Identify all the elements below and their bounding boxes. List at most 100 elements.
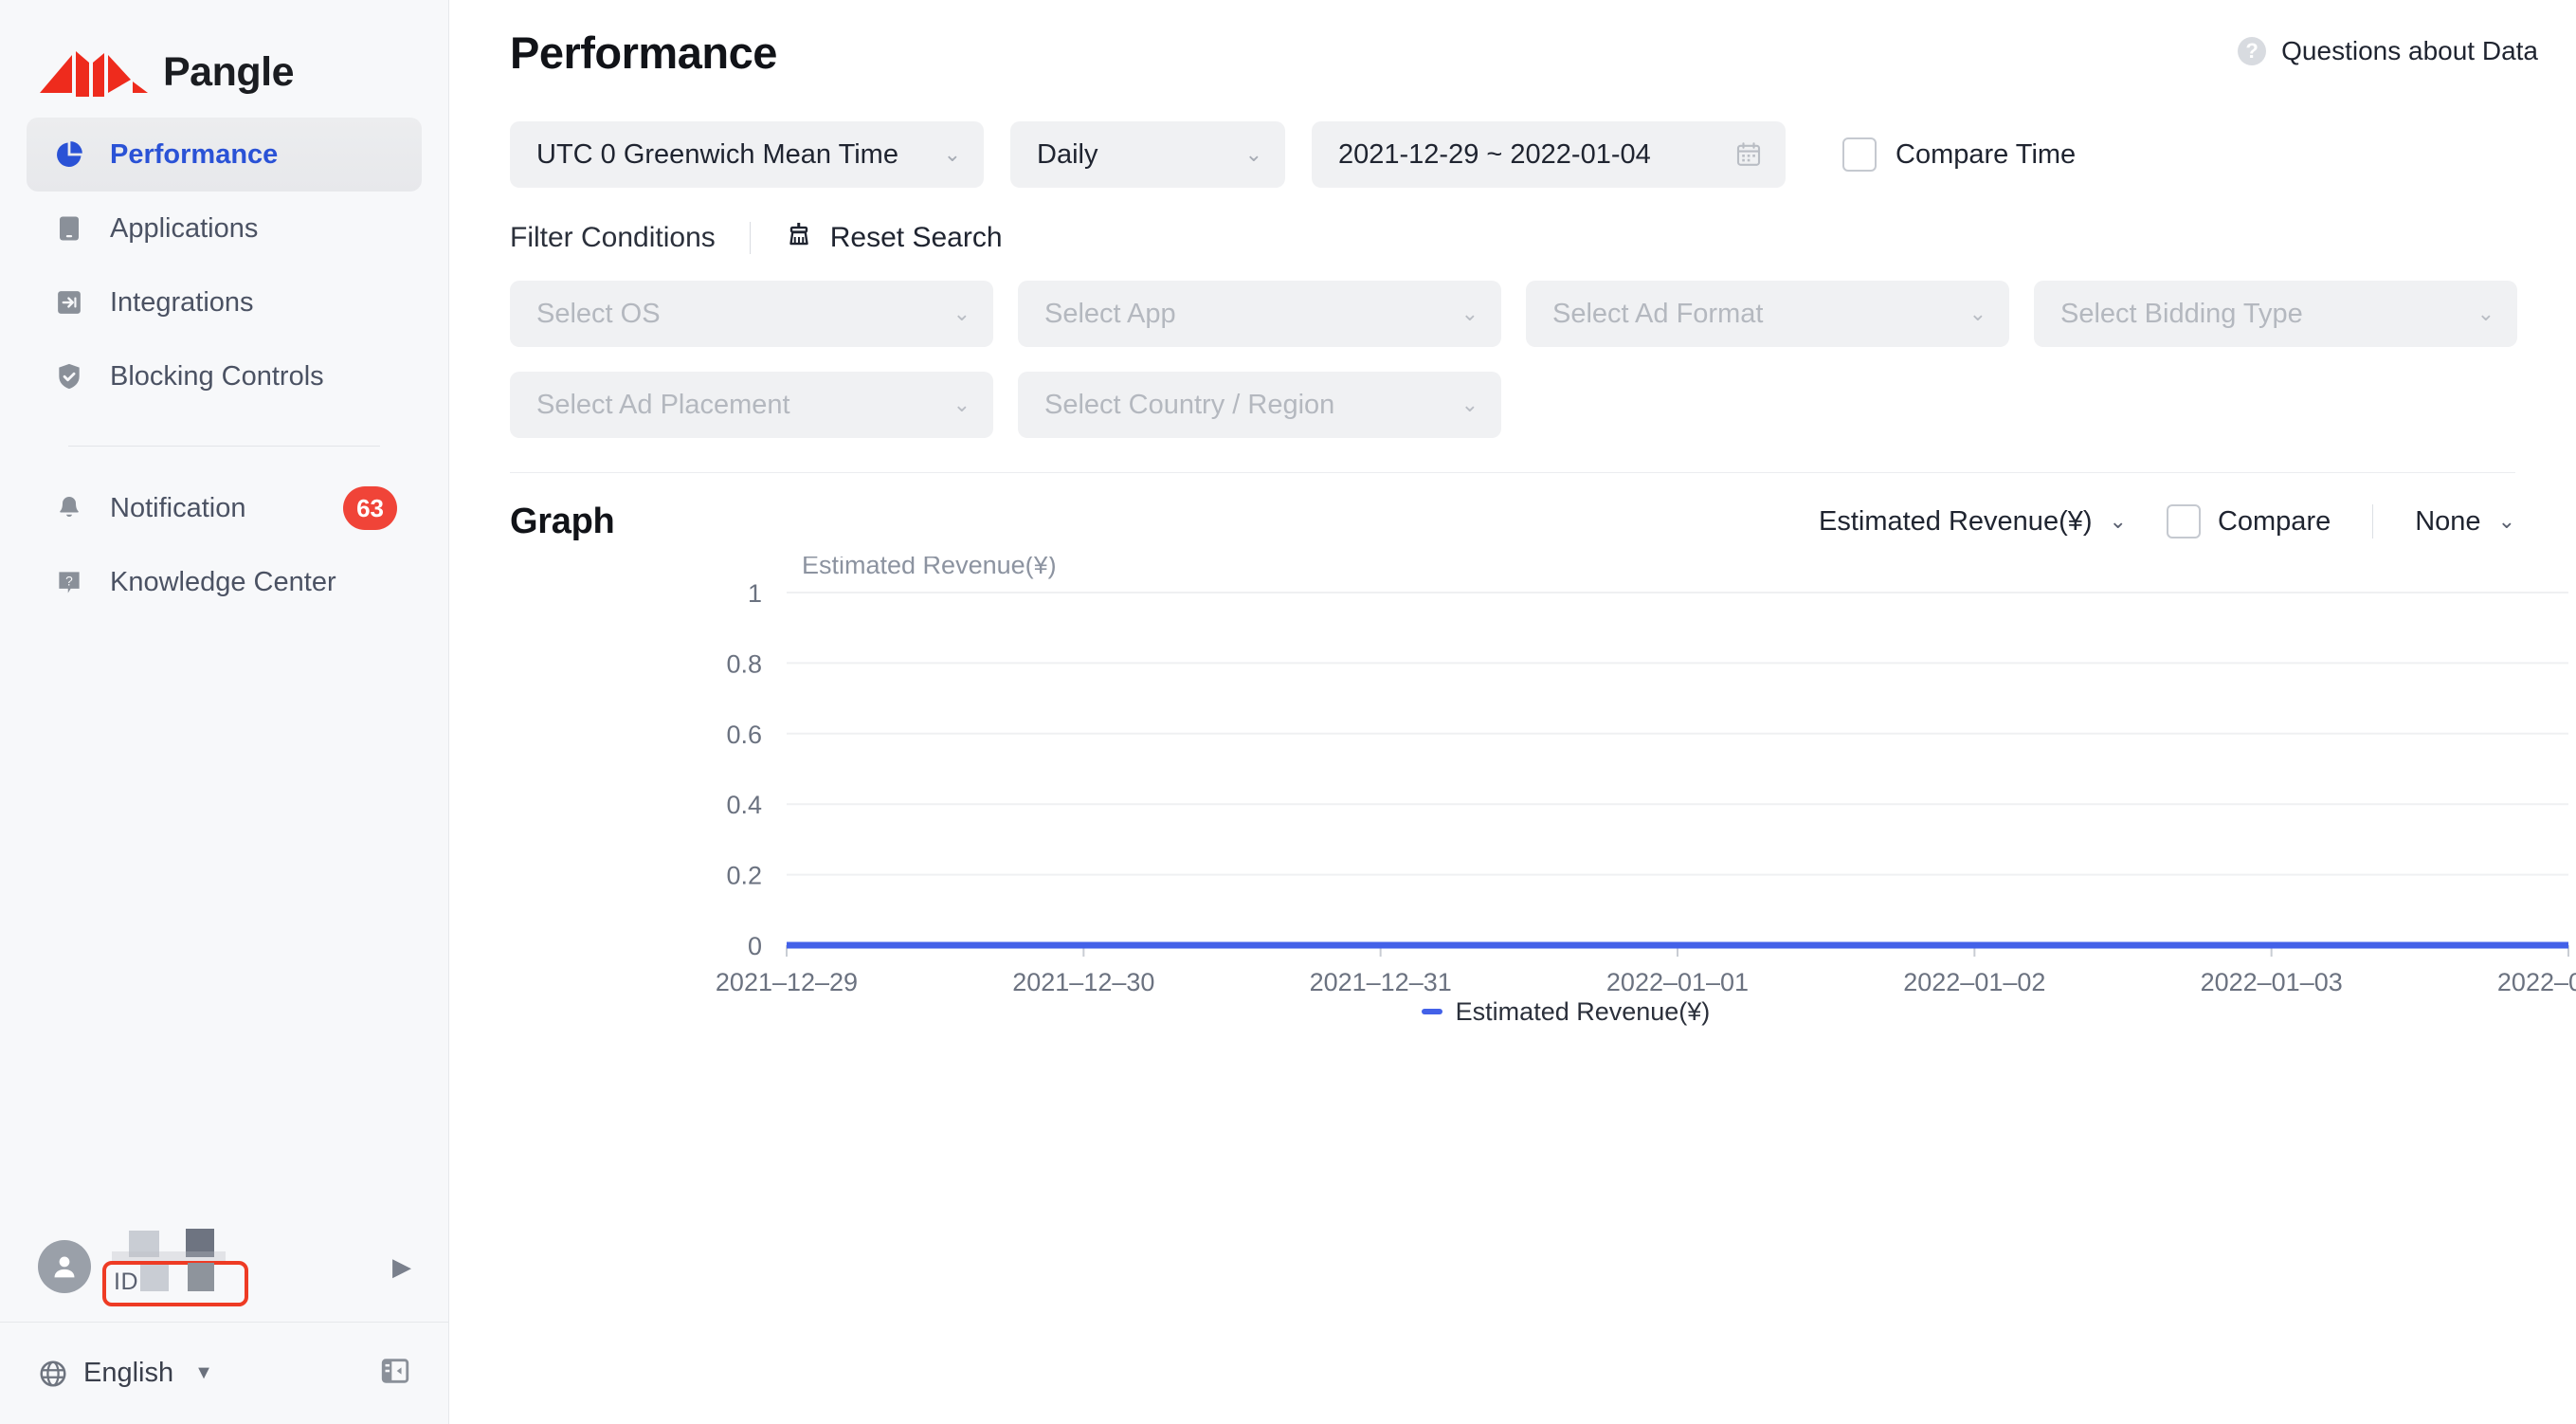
svg-text:2021–12–30: 2021–12–30 [1012,968,1154,996]
sidebar-item-label: Performance [110,138,279,170]
sidebar-item-blocking-controls[interactable]: Blocking Controls [27,339,422,413]
legend-label: Estimated Revenue(¥) [1455,996,1711,1026]
sidebar-item-label: Blocking Controls [110,360,324,392]
questions-about-data-link[interactable]: ? Questions about Data [2238,30,2538,66]
section-divider [510,472,2515,473]
svg-text:0.8: 0.8 [726,649,762,678]
account-row[interactable]: ID: ▶ [0,1211,449,1323]
date-range-picker[interactable]: 2021-12-29 ~ 2022-01-04 [1312,121,1786,188]
select-placeholder: Select Ad Format [1552,298,1764,329]
chevron-down-icon: ⌄ [1968,301,1986,325]
checkbox-box[interactable] [1842,137,1877,172]
chevron-down-icon: ⌄ [1460,393,1478,416]
avatar [38,1239,91,1293]
svg-text:2021–12–29: 2021–12–29 [716,968,858,996]
chart-legend: Estimated Revenue(¥) [502,993,2576,1031]
graph-compare-label: Compare [2217,505,2331,537]
calendar-icon [1712,140,1763,169]
graph-controls: Estimated Revenue(¥) ⌄ Compare None ⌄ [1819,504,2515,539]
select-placeholder: Select OS [536,298,661,329]
svg-text:Estimated Revenue(¥): Estimated Revenue(¥) [802,557,1057,579]
sidebar-collapse-icon[interactable] [379,1355,411,1392]
svg-text:?: ? [65,574,73,588]
select-placeholder: Select Ad Placement [536,389,790,420]
select-bidding-type[interactable]: Select Bidding Type ⌄ [2034,281,2517,347]
page-header: Performance ? Questions about Data [449,0,2576,95]
compare-time-checkbox[interactable]: Compare Time [1842,137,2076,172]
sidebar: Pangle Performance [0,0,449,1424]
brand-logo[interactable]: Pangle [0,0,448,112]
chevron-down-icon: ⌄ [2476,301,2494,325]
svg-text:2022–01–04: 2022–01–04 [2497,968,2576,996]
select-placeholder: Select Country / Region [1044,389,1335,420]
graph-header: Graph Estimated Revenue(¥) ⌄ Compare Non… [449,473,2576,539]
date-range-value: 2021-12-29 ~ 2022-01-04 [1338,138,1651,170]
chart-canvas: Estimated Revenue(¥) 0 0.2 0.4 0.6 0.8 1 2021–1… [716,551,2576,996]
select-ad-format[interactable]: Select Ad Format ⌄ [1526,281,2009,347]
page-title: Performance [510,27,777,78]
select-placeholder: Select Bidding Type [2060,298,2303,329]
divider [749,222,751,254]
pie-chart-icon [51,137,87,173]
metric-value: Estimated Revenue(¥) [1818,505,2093,537]
id-highlight-box [102,1260,248,1306]
language-selector[interactable]: English ▼ [38,1358,213,1389]
chevron-down-icon: ⌄ [1460,301,1478,325]
sidebar-item-knowledge-center[interactable]: ? Knowledge Center [27,545,422,619]
svg-text:2022–01–01: 2022–01–01 [1606,968,1749,996]
checkbox-box[interactable] [2166,504,2201,539]
select-os[interactable]: Select OS ⌄ [510,281,993,347]
reset-search-label: Reset Search [829,222,1003,253]
chevron-down-icon: ⌄ [943,142,961,166]
sidebar-nav: Performance Applications [0,118,448,619]
reset-search-button[interactable]: Reset Search [785,220,1003,256]
sidebar-item-notification[interactable]: Notification 63 [27,471,422,545]
chevron-down-icon: ⌄ [952,393,971,416]
sidebar-item-label: Integrations [110,286,254,318]
sidebar-item-label: Applications [110,212,259,244]
timezone-select[interactable]: UTC 0 Greenwich Mean Time ⌄ [510,121,984,188]
chevron-down-icon: ⌄ [952,301,971,325]
language-bar: English ▼ [0,1323,449,1424]
select-placeholder: Select App [1044,298,1176,329]
breakdown-select[interactable]: None ⌄ [2415,506,2515,538]
granularity-value: Daily [1037,138,1098,170]
sidebar-item-applications[interactable]: Applications [27,192,422,265]
notification-badge: 63 [343,486,397,530]
svg-text:0.6: 0.6 [726,721,762,749]
mobile-device-icon [51,210,87,246]
caret-right-icon[interactable]: ▶ [392,1251,411,1281]
chevron-down-icon: ⌄ [2109,509,2127,533]
svg-text:0.4: 0.4 [726,791,762,819]
graph-compare-checkbox[interactable]: Compare [2166,504,2331,539]
breakdown-value: None [2415,505,2481,537]
svg-text:1: 1 [748,579,762,608]
select-app[interactable]: Select App ⌄ [1018,281,1501,347]
select-country-region[interactable]: Select Country / Region ⌄ [1018,372,1501,438]
sidebar-item-label: Notification [110,492,246,523]
language-label: English [83,1358,174,1388]
chevron-down-icon: ⌄ [1244,142,1262,166]
timezone-value: UTC 0 Greenwich Mean Time [536,138,898,170]
svg-text:0: 0 [748,932,762,960]
caret-down-icon: ▼ [194,1362,213,1383]
question-bubble-icon: ? [51,564,87,600]
filter-select-grid: Select OS ⌄ Select App ⌄ Select Ad Forma… [449,256,2576,438]
broom-icon [785,220,813,256]
legend-swatch [1421,1009,1442,1014]
bell-icon [51,490,87,526]
sidebar-item-label: Knowledge Center [110,566,336,597]
globe-icon [40,1360,66,1387]
brand-name: Pangle [163,48,295,95]
toolbar: UTC 0 Greenwich Mean Time ⌄ Daily ⌄ 2021… [449,95,2576,188]
sidebar-item-performance[interactable]: Performance [27,118,422,192]
svg-text:0.2: 0.2 [726,862,762,890]
sidebar-item-integrations[interactable]: Integrations [27,265,422,339]
chevron-down-icon: ⌄ [2497,509,2515,533]
select-ad-placement[interactable]: Select Ad Placement ⌄ [510,372,993,438]
metric-select[interactable]: Estimated Revenue(¥) ⌄ [1819,506,2127,538]
pangle-mountain-logo-icon [40,51,148,97]
granularity-select[interactable]: Daily ⌄ [1010,121,1285,188]
graph-title: Graph [510,502,615,541]
integration-arrow-icon [51,284,87,320]
